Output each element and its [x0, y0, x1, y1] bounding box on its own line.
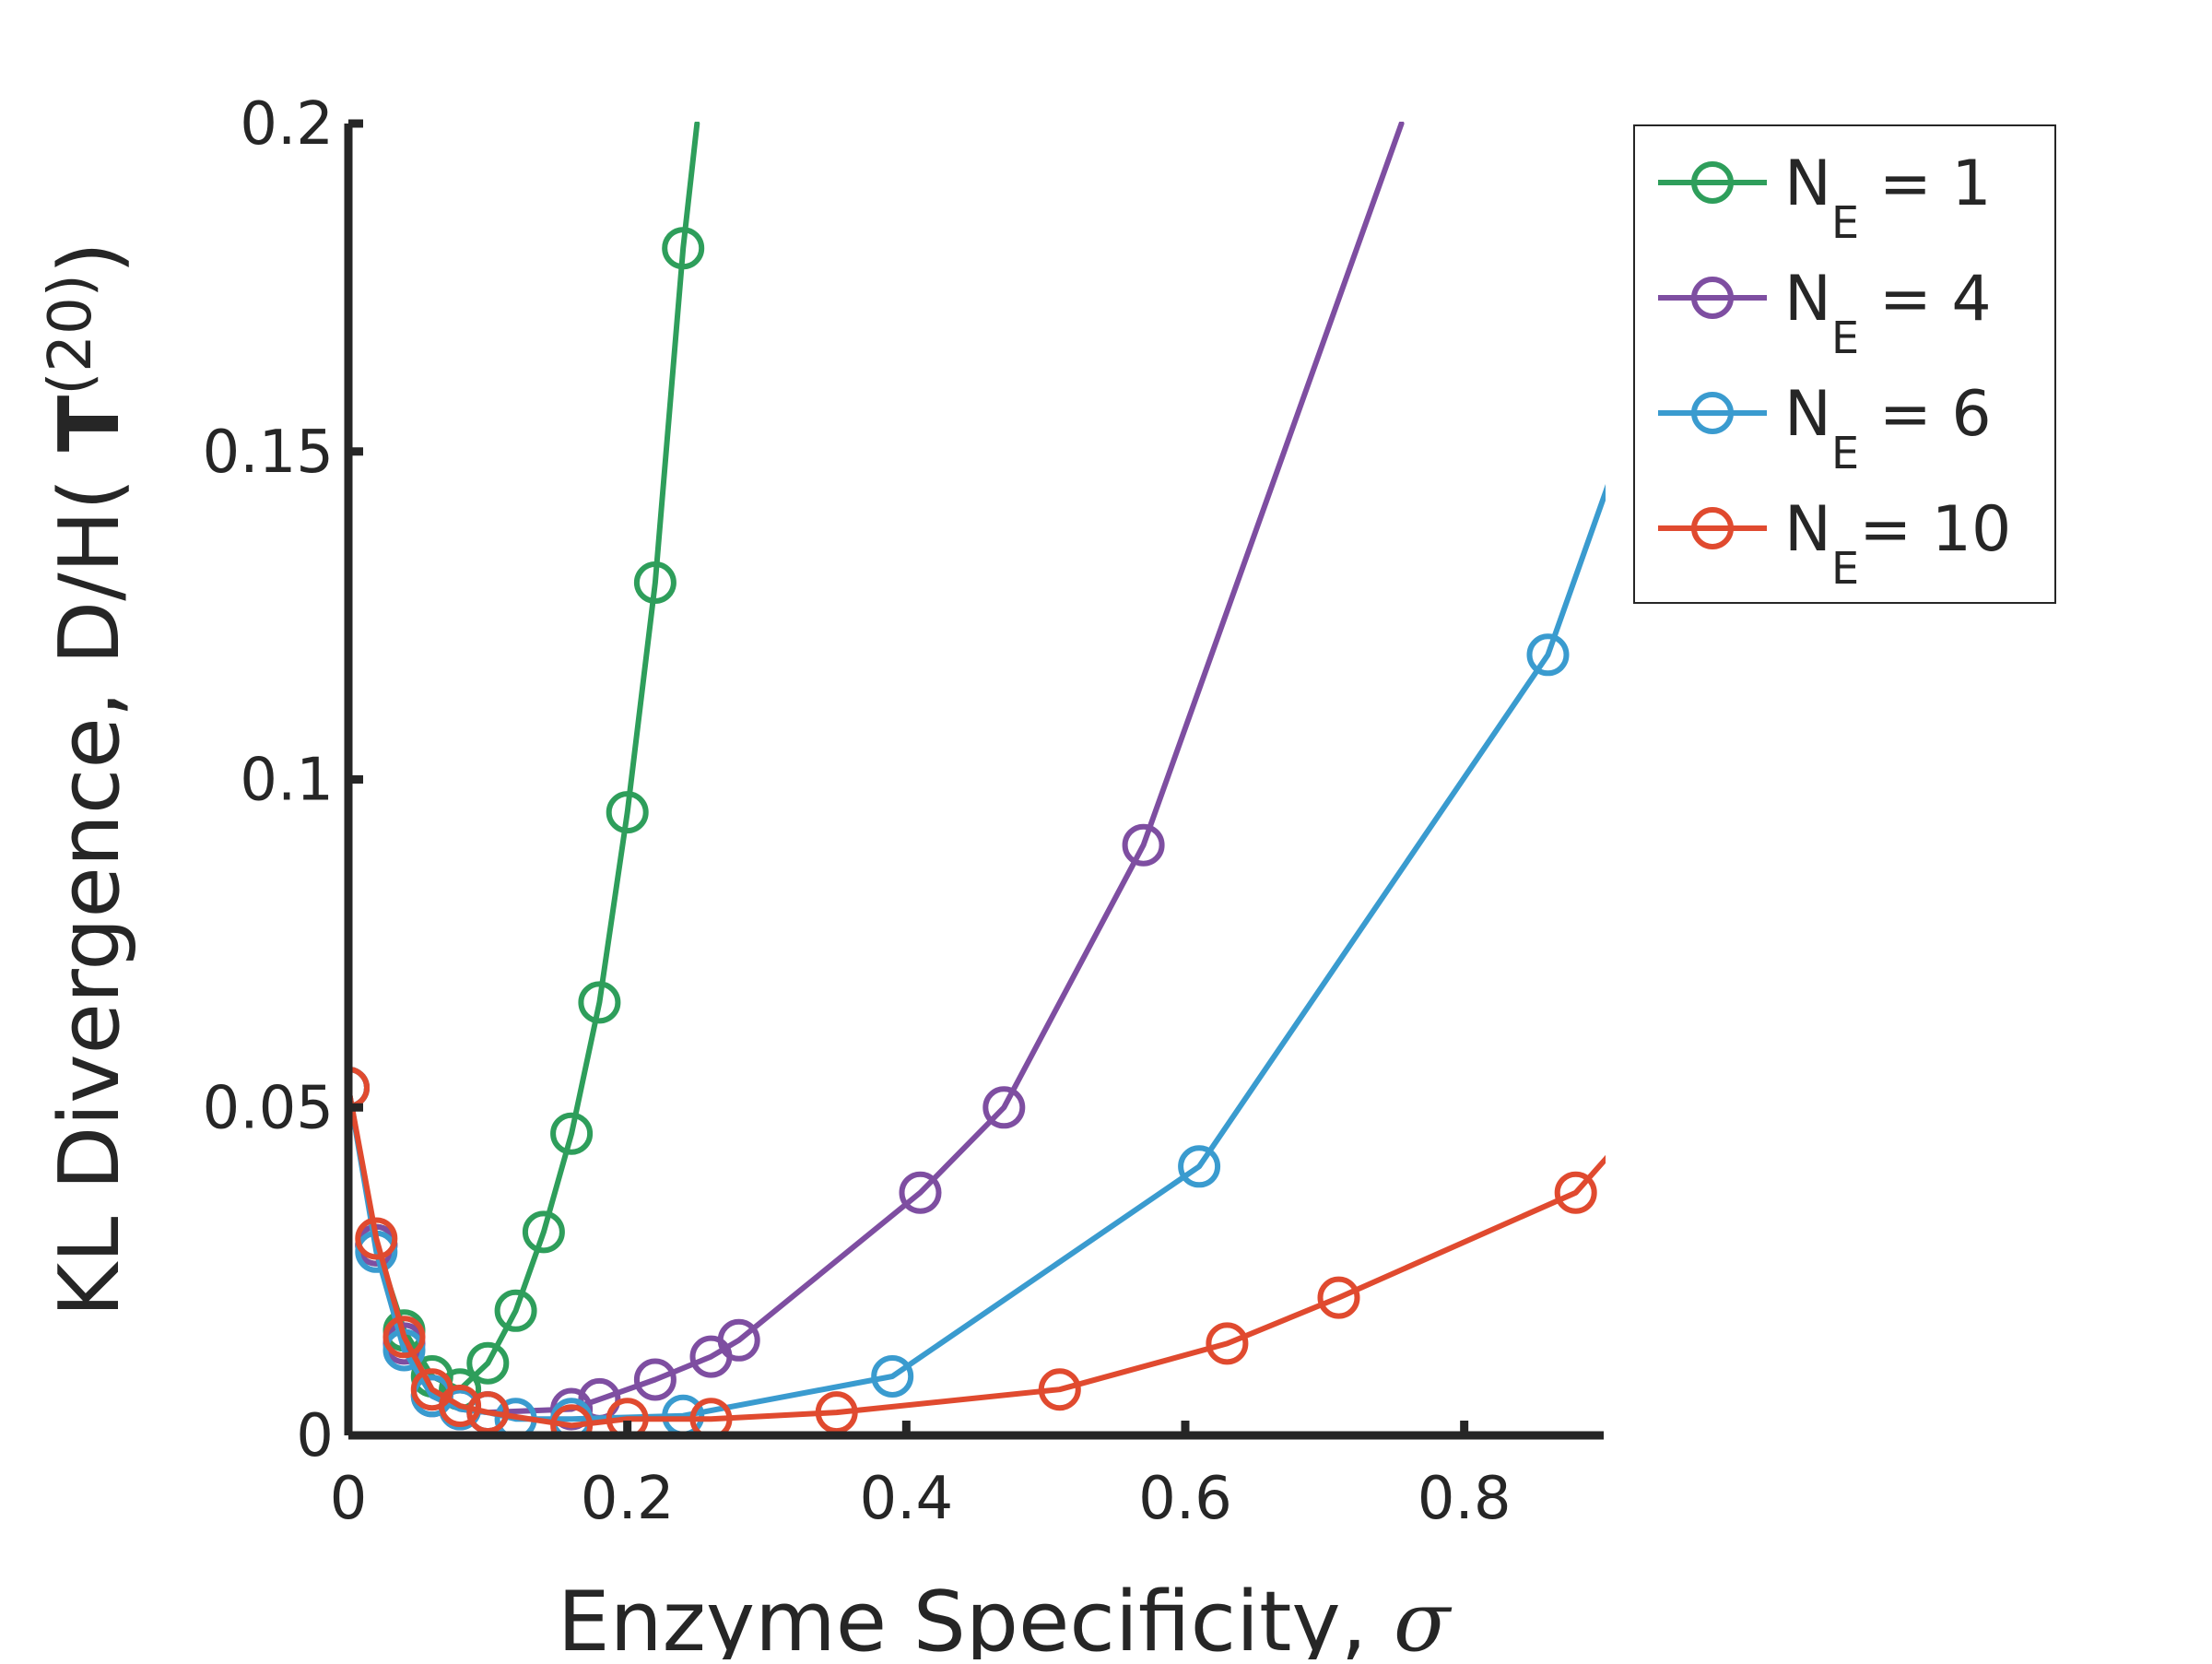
series-4-marker — [1317, 1276, 1360, 1319]
series-1-marker — [662, 227, 705, 270]
series-4-marker — [550, 1404, 594, 1437]
series-3-marker — [1526, 633, 1570, 677]
y-axis-title-bold: T — [41, 395, 138, 452]
legend-entry-3: NE = 6 — [1658, 378, 1992, 479]
series-1-marker — [550, 1112, 594, 1155]
legend-label-sub: E — [1831, 428, 1859, 479]
series-4-marker — [355, 1217, 398, 1260]
legend-box — [1633, 124, 2056, 604]
legend-label-main: N — [1784, 493, 1831, 566]
series-1-marker — [633, 561, 677, 604]
series-2-marker — [1122, 823, 1165, 867]
legend-label: NE = 6 — [1784, 378, 1992, 479]
legend-label: NE = 4 — [1784, 263, 1992, 364]
axes — [344, 119, 1604, 1440]
series-3-marker — [1178, 1145, 1221, 1188]
x-axis-title-symbol: σ — [1394, 1574, 1453, 1659]
legend-label-main: N — [1784, 378, 1831, 451]
series-4-marker — [439, 1385, 482, 1427]
y-axis-title-text: KL Divergence, D/H( — [41, 452, 138, 1317]
axis-labels: 0 0.2 0.4 0.6 0.8 0 0.05 0.1 0.15 0.2 Enzyme Speci… — [37, 90, 1512, 1664]
legend-label-rest: = 6 — [1859, 378, 1991, 451]
series-1-marker — [466, 1341, 510, 1385]
legend-label-sub: E — [1831, 197, 1859, 249]
series-4-marker — [815, 1391, 858, 1434]
legend-marker — [1691, 277, 1734, 319]
series-2-marker — [982, 1086, 1026, 1129]
y-axis-title: KL Divergence, D/H( T(20)) — [37, 242, 138, 1317]
x-tick-label: 0.6 — [1138, 1465, 1232, 1533]
legend-entry-2: NE = 4 — [1658, 263, 1992, 364]
legend-marker — [1691, 392, 1734, 434]
x-axis-title-text: Enzyme Specificity, — [558, 1574, 1394, 1659]
series-4-marker — [689, 1398, 733, 1437]
y-tick-label: 0.2 — [240, 90, 334, 159]
series-4-marker — [382, 1316, 426, 1359]
legend-label-rest: = 1 — [1859, 148, 1991, 220]
legend-label-rest: = 4 — [1859, 263, 1991, 336]
series-4-marker — [1038, 1368, 1081, 1411]
series-1-marker — [522, 1210, 565, 1254]
series-4-marker — [348, 1066, 370, 1109]
legend-label-rest: = 10 — [1859, 493, 2011, 566]
series-4-marker — [466, 1391, 510, 1434]
x-tick-label: 0.2 — [581, 1465, 675, 1533]
legend: NE = 1NE = 4NE = 6NE= 10 — [1633, 124, 2056, 604]
series-line-1 — [348, 122, 700, 1393]
legend-entry-1: NE = 1 — [1658, 148, 1992, 249]
series-2-marker — [633, 1358, 677, 1401]
y-axis-title-close: ) — [41, 242, 138, 274]
legend-label-main: N — [1784, 148, 1831, 220]
x-tick-label: 0.8 — [1418, 1465, 1512, 1533]
legend-label-sub: E — [1831, 543, 1859, 595]
series-2-marker — [717, 1318, 760, 1362]
series-1-marker — [578, 981, 621, 1024]
legend-label: NE = 1 — [1784, 148, 1992, 249]
legend-label-main: N — [1784, 263, 1831, 336]
x-axis-title: Enzyme Specificity, σ — [558, 1574, 1453, 1659]
y-axis-title-sup: (20) — [37, 274, 105, 395]
legend-entry-4: NE= 10 — [1658, 493, 2011, 595]
series-1-marker — [494, 1289, 537, 1332]
legend-marker — [1691, 161, 1734, 204]
series-line-3 — [348, 484, 1606, 1422]
x-tick-label: 0 — [330, 1465, 368, 1533]
plot-area — [348, 122, 1606, 1437]
legend-marker — [1691, 507, 1734, 549]
y-tick-label: 0.1 — [240, 747, 334, 815]
x-tick-label: 0.4 — [859, 1465, 953, 1533]
y-tick-label: 0.15 — [203, 419, 335, 487]
legend-label-sub: E — [1831, 313, 1859, 364]
series-4-marker — [1554, 1171, 1597, 1214]
series-line-2 — [348, 122, 1405, 1416]
y-tick-label: 0.05 — [203, 1074, 335, 1142]
series-2-marker — [899, 1171, 942, 1214]
series-4-marker — [1206, 1322, 1249, 1365]
series-3-marker — [871, 1355, 914, 1398]
legend-label: NE= 10 — [1784, 493, 2011, 595]
series-4-marker — [606, 1398, 649, 1437]
y-tick-label: 0 — [296, 1402, 334, 1470]
series-1-marker — [606, 791, 649, 834]
